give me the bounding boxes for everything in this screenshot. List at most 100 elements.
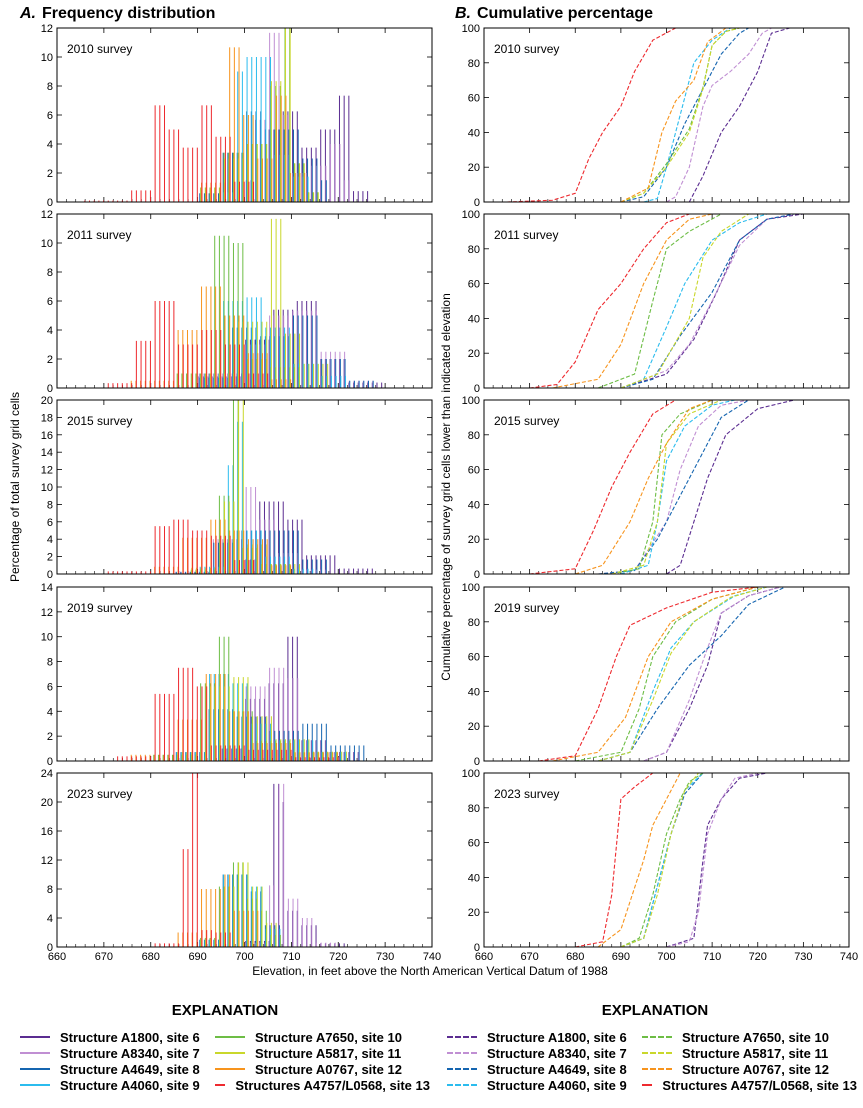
plot-frame (56, 586, 433, 762)
plot-frame (56, 213, 433, 389)
frequency-bar (292, 111, 294, 202)
frequency-bar (280, 379, 282, 388)
frequency-bar (253, 373, 255, 388)
frequency-bar (140, 190, 142, 202)
frequency-bar (279, 327, 281, 388)
frequency-bar (345, 751, 347, 761)
legend-swatch (642, 1068, 672, 1070)
legend-swatch (20, 1068, 50, 1070)
frequency-bar (126, 200, 128, 202)
frequency-bar (312, 568, 314, 574)
frequency-bar (316, 723, 318, 761)
y-tick-label: 20 (41, 395, 53, 407)
frequency-bar (367, 191, 369, 202)
cumulative-line-4 (620, 213, 768, 389)
cumulative-line-1 (688, 27, 790, 203)
frequency-bar (112, 383, 114, 388)
survey-label: 2023 survey (67, 787, 132, 801)
frequency-bar (131, 756, 133, 761)
frequency-bar (275, 922, 277, 947)
legend-item: Structure A1800, site 6 (20, 1029, 215, 1045)
frequency-bar (190, 373, 192, 388)
frequency-bar (325, 723, 327, 761)
legend-a: EXPLANATION Structure A1800, site 6 Struc… (20, 1002, 430, 1093)
plot-frame (483, 27, 850, 203)
frequency-bar (270, 716, 272, 761)
frequency-bar (121, 383, 123, 388)
y-tick-label: 12 (41, 607, 53, 619)
frequency-bar (154, 301, 156, 388)
y-axis-label-b: Cumulative percentage of survey grid cel… (439, 293, 453, 681)
frequency-bar (298, 568, 300, 574)
frequency-bar (316, 158, 318, 202)
frequency-bar (276, 95, 278, 202)
frequency-bar (210, 745, 212, 761)
frequency-bar (293, 568, 295, 574)
frequency-bar (311, 158, 313, 202)
frequency-bar (270, 218, 272, 388)
frequency-bar (159, 105, 161, 202)
frequency-bar (126, 571, 128, 574)
cumulative-line-1 (666, 399, 795, 575)
frequency-bar (234, 745, 236, 761)
frequency-bar (368, 380, 369, 388)
frequency-bar (239, 560, 240, 574)
frequency-bar (321, 559, 323, 574)
frequency-bar (261, 353, 263, 388)
y-tick-label: 8 (47, 499, 53, 511)
y-tick-label: 0 (474, 942, 480, 954)
frequency-bar (98, 200, 100, 202)
frequency-bar (318, 757, 320, 761)
frequency-bar (299, 752, 301, 761)
x-tick-label: 700 (657, 951, 675, 963)
frequency-bar (253, 181, 255, 202)
cumulative-line-3 (620, 27, 749, 203)
frequency-bar (298, 740, 300, 761)
frequency-bar (241, 71, 243, 202)
frequency-bar (215, 932, 217, 947)
x-tick-label: 660 (48, 951, 66, 963)
frequency-bar (224, 874, 226, 947)
frequency-bar (334, 144, 336, 202)
frequency-bar (284, 327, 286, 388)
frequency-bar (187, 519, 189, 574)
frequency-bar (121, 200, 123, 202)
cumulative-panel-2019: 0 20 40 60 80 100 2019 survey (462, 582, 850, 768)
frequency-bar (353, 568, 355, 574)
cumulative-line-3 (620, 772, 704, 948)
frequency-bar (262, 749, 264, 761)
y-tick-label: 20 (41, 797, 53, 809)
frequency-bar (238, 862, 240, 947)
y-tick-label: 0 (47, 942, 53, 954)
frequency-bar (340, 752, 342, 761)
frequency-bar (287, 519, 289, 574)
frequency-bar (196, 773, 198, 947)
y-tick-label: 2 (47, 168, 53, 180)
frequency-bar (159, 526, 161, 574)
frequency-bar (301, 918, 303, 947)
legend-label: Structure A0767, site 12 (255, 1061, 402, 1077)
y-tick-label: 12 (41, 23, 53, 35)
frequency-bar (271, 749, 273, 761)
y-tick-label: 12 (41, 465, 53, 477)
frequency-bar (192, 773, 194, 947)
cumulative-line-6 (620, 213, 749, 389)
frequency-panel-2023: 660 670 680 690 700 710 720 730 740 0 4 8 12 16 20 24 20… (41, 768, 441, 963)
frequency-bar (323, 757, 325, 761)
frequency-bar (187, 667, 189, 761)
legend-item: Structure A7650, site 10 (215, 1029, 430, 1045)
frequency-bar (294, 564, 296, 574)
frequency-bar (266, 353, 268, 388)
frequency-bar (239, 745, 240, 761)
frequency-bar (284, 333, 286, 388)
frequency-bar (297, 315, 299, 388)
frequency-bar (257, 373, 259, 388)
cumulative-line-2 (598, 399, 749, 575)
frequency-bar (290, 749, 292, 761)
y-tick-label: 14 (41, 582, 53, 594)
legend-item: Structure A8340, site 7 (20, 1045, 215, 1061)
frequency-bar (278, 783, 280, 947)
frequency-bar (290, 379, 292, 388)
legend-item: Structure A4060, site 9 (20, 1077, 215, 1093)
y-tick-label: 80 (468, 58, 480, 70)
